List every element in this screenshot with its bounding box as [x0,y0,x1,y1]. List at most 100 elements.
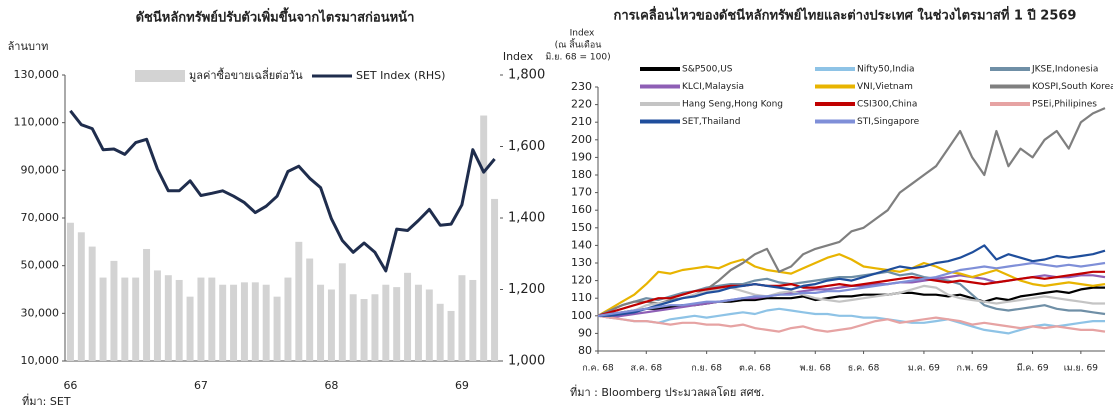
x-tick-label: พ.ย. 68 [800,364,832,374]
bar [219,284,227,361]
y-tick-label: 150 [571,221,592,234]
bar [458,275,466,361]
legend-label: มูลค่าซื้อขายเฉลี่ยต่อวัน [189,67,303,82]
legend-label: VNI,Vietnam [857,82,913,92]
bar [349,294,357,361]
x-tick-label: 67 [194,379,208,392]
x-tick-label: ธ.ค. 68 [848,364,880,374]
chart-title: การเคลื่อนไหวของดัชนีหลักทรัพย์ไทยและต่า… [614,6,1077,24]
y2-tick-label: 1,800 [508,68,545,83]
bar [284,277,292,361]
bar [393,287,401,361]
legend-label: Nifty50,India [857,65,915,75]
bar [425,289,433,361]
y2-tick-label: 1,000 [508,354,545,369]
y-axis-label: (ณ สิ้นเดือน [555,38,602,51]
y-tick-label: 170 [571,186,592,199]
y2-axis-label: Index [503,50,534,63]
bar [251,282,259,361]
bar [447,310,455,361]
legend-label: KLCI,Malaysia [682,82,744,92]
x-tick-label: 69 [455,379,469,392]
bar [164,275,172,361]
y2-tick-label: 1,200 [508,282,545,297]
bar [469,279,477,361]
legend-label: KOSPI,South Korea [1032,82,1113,92]
x-tick-label: ส.ค. 68 [631,364,663,374]
x-tick-label: ต.ค. 68 [739,364,771,374]
legend-label: Hang Seng,Hong Kong [682,100,783,110]
bar [197,277,205,361]
y-tick-label: 110 [571,291,592,304]
bar [66,222,74,361]
y-tick-label: 130 [571,256,592,269]
y-tick-label: 10,000 [21,354,60,367]
y-tick-label: 70,000 [21,211,60,224]
bar [306,258,314,361]
x-tick-label: มี.ค. 69 [1017,363,1049,374]
y-tick-label: 230 [571,80,592,93]
legend-swatch [135,70,185,82]
bar [230,284,238,361]
series-line [69,109,496,273]
source-note: ที่มา : Bloomberg ประมวลผลโดย สศช. [570,384,765,399]
bar [317,284,325,361]
y-tick-label: 90,000 [21,163,60,176]
bar [436,303,444,361]
bar [110,260,118,361]
bar [99,277,107,361]
y-tick-label: 110,000 [14,116,60,129]
y-tick-label: 100 [571,309,592,322]
legend-label: SET Index (RHS) [356,69,445,82]
y-tick-label: 220 [571,98,592,111]
series-line [597,270,1105,317]
y-tick-label: 210 [571,115,592,128]
bar [121,277,129,361]
series-line [597,314,1106,333]
bar [338,263,346,361]
bar [382,284,390,361]
y-tick-label: 30,000 [21,306,60,319]
legend-label: CSI300,China [857,100,917,110]
bar [153,270,161,361]
bar [371,294,379,361]
series-line [597,261,1106,317]
bar [404,272,412,361]
y-axis-label: Index [570,29,595,39]
y-axis-label: ล้านบาท [8,40,49,53]
y-tick-label: 140 [571,238,592,251]
bar [186,296,194,361]
bar [240,282,248,361]
chart-title: ดัชนีหลักทรัพย์ปรับตัวเพิ่มขึ้นจากไตรมาส… [136,7,415,26]
y-tick-label: 180 [571,168,592,181]
series-line [597,253,1106,317]
x-tick-label: ก.ค. 68 [582,364,614,374]
x-tick-label: ก.พ. 69 [957,364,989,374]
bar [327,289,335,361]
x-tick-label: เม.ย. 69 [1064,364,1099,374]
bar [273,296,281,361]
series-line [598,244,1106,317]
bar [295,241,303,361]
y-axis-label: มิ.ย. 68 = 100) [545,52,610,63]
y-tick-label: 200 [571,133,592,146]
legend-label: JKSE,Indonesia [1031,65,1098,75]
legend-label: S&P500,US [682,65,733,75]
series-line [597,107,1106,317]
y-tick-label: 160 [571,203,592,216]
bar [143,248,151,361]
series-line [597,270,1106,317]
x-tick-label: 68 [324,379,338,392]
x-tick-label: ม.ค. 69 [908,364,940,374]
y-tick-label: 50,000 [21,259,60,272]
bar [414,284,422,361]
series-line [597,307,1105,335]
legend-label: PSEi,Philipines [1032,100,1097,110]
bar [491,198,499,361]
bar [262,284,270,361]
bar [175,279,183,361]
x-tick-label: 66 [63,379,77,392]
legend-label: STI,Singapore [857,117,920,127]
bar [208,277,216,361]
